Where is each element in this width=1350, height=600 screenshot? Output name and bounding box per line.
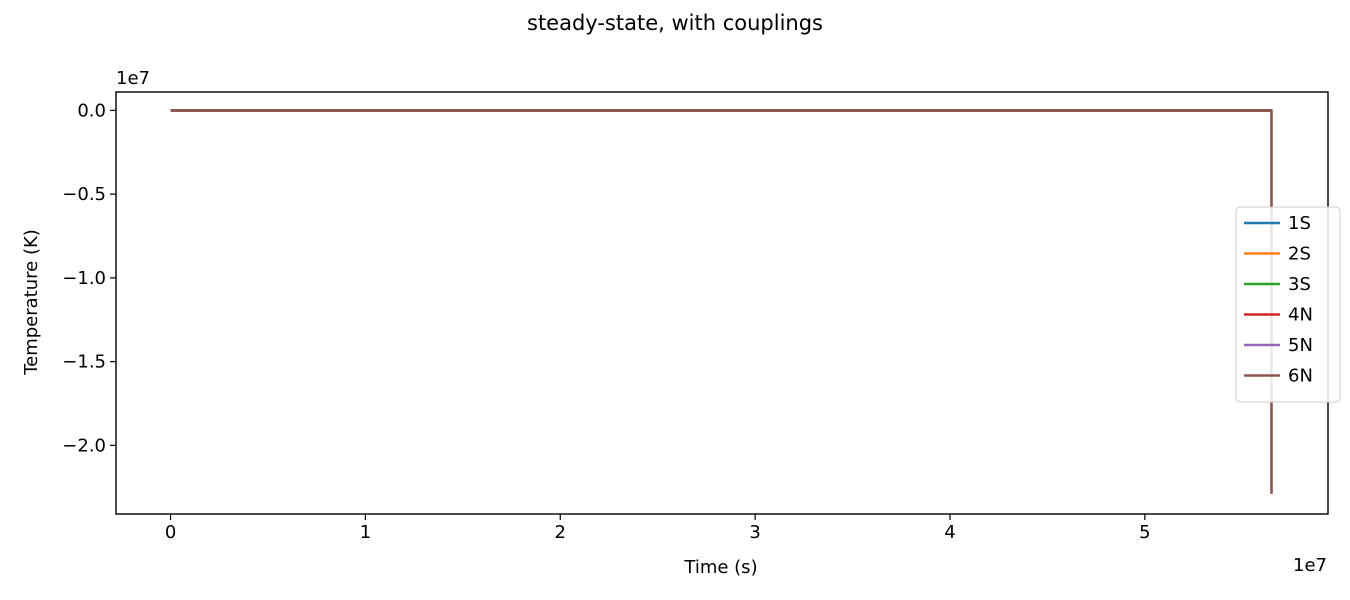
- legend-label: 1S: [1288, 213, 1311, 234]
- y-axis-label: Temperature (K): [21, 229, 42, 376]
- x-tick-label: 5: [1139, 522, 1150, 543]
- axis-ticks: 0 1 2 3 4 5 0.0 −0.5 −1.0 −1.5 −2.0: [62, 100, 1150, 543]
- x-tick-label: 2: [555, 522, 566, 543]
- legend-label: 3S: [1288, 274, 1311, 295]
- x-tick-label: 4: [944, 522, 955, 543]
- legend-label: 5N: [1288, 335, 1313, 356]
- x-tick-label: 1: [360, 522, 371, 543]
- y-tick-label: −0.5: [62, 184, 106, 205]
- legend-box: [1235, 206, 1341, 403]
- x-tick-label: 3: [749, 522, 760, 543]
- y-tick-label: 0.0: [77, 100, 106, 121]
- x-axis-label: Time (s): [683, 557, 757, 578]
- x-tick-label: 0: [165, 522, 176, 543]
- plot-lines: [170, 109, 1273, 494]
- y-tick-label: −2.0: [62, 435, 106, 456]
- y-axis-offset-label: 1e7: [116, 68, 150, 89]
- x-axis-offset-label: 1e7: [1293, 555, 1327, 576]
- legend-label: 2S: [1288, 244, 1311, 265]
- y-tick-label: −1.0: [62, 268, 106, 289]
- series-line-6n: [170, 109, 1273, 494]
- plot-area-frame: [115, 91, 1329, 515]
- legend: 1S 2S 3S 4N 5N 6N: [1235, 206, 1341, 403]
- legend-label: 6N: [1288, 366, 1313, 387]
- chart-title: steady-state, with couplings: [527, 11, 823, 35]
- y-tick-label: −1.5: [62, 352, 106, 373]
- legend-label: 4N: [1288, 305, 1313, 326]
